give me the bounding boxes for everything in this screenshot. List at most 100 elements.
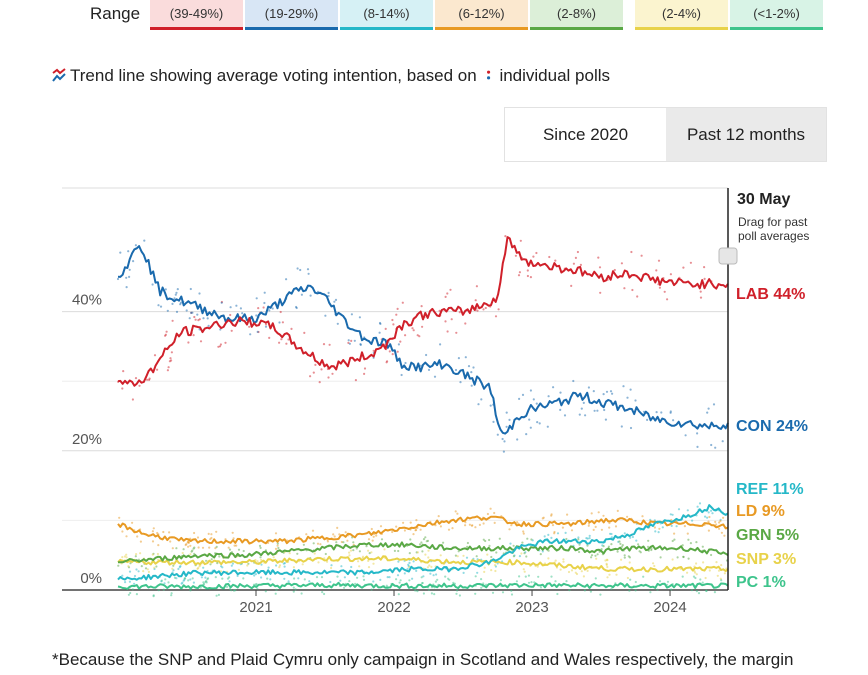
poll-dot (603, 408, 606, 412)
poll-dot (480, 586, 483, 589)
poll-dot (189, 287, 192, 291)
since-2020-button[interactable]: Since 2020 (505, 108, 666, 161)
poll-dot (439, 554, 442, 557)
poll-dot (191, 549, 194, 552)
poll-dot (230, 589, 233, 592)
poll-dot (205, 581, 208, 584)
poll-dot (427, 556, 430, 559)
poll-dot (274, 532, 278, 535)
poll-dot (492, 420, 495, 423)
poll-dot (498, 537, 501, 540)
poll-dot (483, 570, 486, 573)
poll-dot (189, 553, 192, 556)
poll-dot (421, 581, 424, 585)
poll-dot (568, 589, 571, 592)
poll-dot (682, 266, 685, 269)
poll-dot (237, 568, 240, 571)
poll-dot (719, 519, 722, 523)
poll-dot (170, 592, 173, 595)
poll-dot (486, 553, 489, 556)
x-tick-label: 2024 (653, 599, 686, 616)
poll-dot (559, 391, 562, 394)
poll-dot (397, 549, 400, 553)
range-label: Range (90, 4, 141, 23)
poll-dot (274, 592, 277, 595)
poll-dot (400, 373, 403, 377)
poll-dot (248, 325, 251, 328)
range-cell: (2-8%) (530, 0, 623, 30)
poll-dot (565, 580, 568, 583)
poll-dot (525, 433, 528, 436)
poll-dot (231, 531, 234, 534)
poll-dot (333, 300, 336, 303)
poll-dot (215, 545, 218, 548)
poll-dot (536, 421, 539, 424)
poll-dot (518, 555, 522, 558)
poll-dot (159, 305, 163, 308)
poll-dot (324, 314, 327, 317)
poll-dot (156, 552, 159, 556)
poll-dot (408, 552, 411, 555)
poll-dot (386, 576, 389, 579)
poll-dot (320, 576, 324, 579)
poll-dot (408, 579, 411, 582)
poll-dot (464, 521, 467, 524)
poll-dot (493, 521, 496, 524)
poll-dot (444, 575, 447, 578)
poll-dot (293, 577, 296, 580)
past-12-months-button[interactable]: Past 12 months (666, 108, 826, 161)
poll-dot (247, 562, 250, 565)
drag-hint-line: poll averages (738, 229, 809, 243)
poll-dot (362, 578, 366, 581)
poll-dot (669, 410, 672, 413)
poll-dot (170, 594, 173, 597)
trend-line-lab (117, 236, 729, 387)
poll-dot (704, 515, 707, 518)
poll-dot (312, 542, 315, 545)
poll-dot (559, 568, 562, 571)
poll-dot (630, 250, 633, 254)
poll-dot (631, 288, 634, 292)
poll-dot (339, 579, 342, 582)
poll-dot (127, 250, 130, 253)
poll-dot (189, 589, 192, 592)
poll-dot (660, 411, 663, 414)
poll-dot (403, 529, 406, 532)
poll-dot (585, 537, 588, 540)
poll-dot (349, 549, 353, 552)
poll-dot (582, 401, 585, 404)
poll-dot (510, 524, 513, 527)
poll-dot (707, 407, 710, 410)
poll-dot (263, 301, 266, 305)
poll-dot (433, 375, 437, 378)
poll-dot (607, 545, 611, 548)
poll-dot (169, 540, 172, 543)
poll-dot (556, 592, 559, 596)
poll-dot (288, 552, 291, 555)
poll-dot (121, 530, 124, 533)
poll-dot (524, 575, 527, 578)
poll-dot (522, 532, 525, 535)
poll-dot (570, 529, 574, 532)
poll-dot (306, 268, 310, 271)
poll-dot (512, 544, 515, 547)
poll-dot (554, 580, 557, 583)
poll-dot (670, 588, 673, 591)
poll-dot (255, 314, 258, 317)
poll-dot (695, 573, 698, 576)
poll-dot (391, 530, 394, 534)
poll-dot (512, 555, 516, 558)
poll-dot (259, 546, 262, 549)
poll-dot (292, 590, 295, 593)
poll-dot (629, 426, 633, 430)
poll-dot (340, 540, 343, 544)
poll-dot (470, 384, 473, 387)
poll-dot (309, 294, 312, 297)
poll-dot (599, 291, 602, 294)
poll-dot (578, 543, 581, 546)
poll-dot (532, 398, 535, 401)
poll-dot (219, 570, 223, 573)
poll-dot (133, 574, 137, 578)
poll-dot (372, 580, 375, 583)
poll-dot (397, 593, 400, 596)
